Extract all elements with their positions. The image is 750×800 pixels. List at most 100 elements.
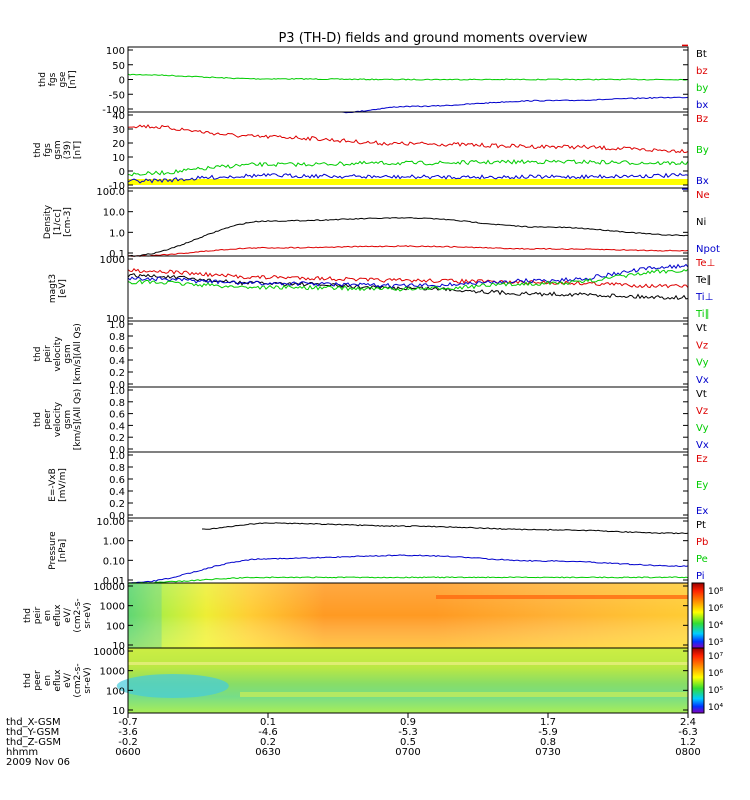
y-tick-label: 0.8 — [109, 398, 125, 409]
y-axis-label-line: [mV/m] — [58, 468, 68, 502]
y-tick-label: 10 — [112, 641, 125, 652]
panel-temperature: 1000 100 magt3 [eV] Te⊥ Te∥ Ti⊥ Ti∥ — [48, 255, 715, 325]
y-axis-label-line: thd — [23, 673, 33, 688]
y-axis-label-line: eV/ — [63, 607, 73, 623]
legend-Bx: Bx — [696, 176, 709, 187]
y-tick-label: 0.6 — [109, 344, 125, 355]
panel-ion-spectrogram: 10000 1000 100 10 thd peir en eflux eV/(cm2-s-sr… — [23, 582, 723, 652]
y-axis-label-line: en — [43, 675, 53, 686]
series-Ti∥ — [127, 268, 689, 292]
panel-electron-spectrogram: 10000 1000 100 10 thd peer en eflux eV/(cm2-s-sr… — [23, 647, 723, 717]
series-Ti⊥ — [127, 263, 689, 289]
legend-Pb: Pb — [696, 537, 708, 548]
legend-Vy: Vy — [696, 358, 709, 369]
y-axis-label-line: [1/cc] — [53, 209, 63, 235]
legend-Ne: Ne — [696, 190, 710, 201]
y-axis-label: thd peer velocity gsm [km/s](All Qs) — [33, 389, 83, 451]
y-tick-label: 10000 — [93, 647, 125, 658]
y-axis-label-line: (cm2-s- — [73, 663, 83, 697]
y-tick-label: 1000 — [100, 667, 125, 678]
panel-frame — [127, 187, 689, 257]
y-tick-label: -100 — [102, 105, 125, 116]
panel-fgs-gsm: 40 30 20 10 0 -10 thd fgs gsm (39) [nT] Bz By Bx — [33, 111, 709, 192]
y-axis-label-line: gsm — [53, 140, 63, 159]
y-axis-label: magt3 [eV] — [48, 274, 68, 303]
y-tick-label: 0 — [119, 76, 125, 87]
y-axis-label-line: fgs — [48, 72, 58, 86]
series-Ne — [127, 245, 689, 257]
ion-spectrogram-band — [436, 595, 688, 599]
y-tick-label: 100 — [106, 314, 125, 325]
y-axis-label-line: [nT] — [73, 141, 83, 159]
y-tick-label: 0.0 — [109, 445, 125, 456]
y-tick-label: 10 — [112, 153, 125, 164]
panel-pressure: 10.00 1.00 0.10 0.01 Pressure [nPa] Pt Pb Pe Pi — [48, 517, 708, 587]
series-Bx — [127, 172, 689, 184]
x-row-label: thd_Y-GSM — [6, 727, 59, 738]
x-tick-value: -3.6 — [118, 727, 138, 738]
colorbar — [691, 647, 705, 714]
y-axis-label-line: Density — [43, 204, 53, 239]
y-axis-label-line: (cm2-s- — [73, 598, 83, 632]
colorbar — [691, 582, 705, 649]
electron-spectrogram-band-low — [240, 692, 688, 697]
legend-Te⊥: Te⊥ — [695, 258, 715, 269]
y-axis-label: thd peir en eflux eV/(cm2-s-sr-eV) — [23, 598, 93, 632]
y-tick-label: 50 — [112, 61, 125, 72]
y-tick-label: 1000 — [100, 602, 125, 613]
panel-frame — [127, 517, 689, 584]
y-tick-label: 10 — [112, 706, 125, 717]
y-tick-label: 100.0 — [96, 187, 125, 198]
panel-density: 100.0 10.0 1.0 0.1 Density [1/cc] [cm-3] Ne Ni Np… — [43, 187, 720, 260]
y-axis-label: Density [1/cc] [cm-3] — [43, 204, 73, 239]
x-row-label: 2009 Nov 06 — [6, 757, 70, 768]
series-by — [127, 73, 689, 81]
y-axis-label-line: [km/s](All Qs) — [73, 389, 83, 451]
y-axis-label-line: [nT] — [68, 70, 78, 88]
series-Bz — [127, 124, 689, 154]
legend-Pi: Pi — [696, 571, 705, 582]
series-Te⊥ — [127, 268, 689, 289]
y-tick-label: 1.0 — [109, 386, 125, 397]
x-tick-value: -6.3 — [678, 727, 698, 738]
colorbar-label: 10³ — [708, 638, 723, 648]
y-axis-label: Pressure [nPa] — [48, 531, 68, 570]
y-tick-label: 30 — [112, 125, 125, 136]
x-tick-value: 0600 — [115, 747, 140, 758]
x-tick-value: 0630 — [255, 747, 280, 758]
y-tick-label: 100 — [106, 621, 125, 632]
legend-Ti∥: Ti∥ — [695, 309, 710, 320]
legend-bz: bz — [696, 66, 708, 77]
x-tick-value: 0730 — [535, 747, 560, 758]
legend-Vy: Vy — [696, 423, 709, 434]
x-row-label: thd_Z-GSM — [6, 737, 61, 748]
x-tick-value: 1.7 — [540, 717, 556, 728]
legend-Vx: Vx — [696, 375, 709, 386]
y-axis-label: thd fgs gse [nT] — [38, 70, 78, 88]
y-tick-label: 10000 — [93, 582, 125, 593]
y-tick-label: 0.0 — [109, 511, 125, 522]
y-axis-label-line: peer — [43, 409, 53, 430]
legend-bx: bx — [696, 100, 708, 111]
legend-Bt: Bt — [696, 49, 707, 60]
y-tick-label: 100 — [106, 686, 125, 697]
y-axis-label-line: [eV] — [58, 279, 68, 298]
x-tick-value: 0800 — [675, 747, 700, 758]
colorbar-label: 10⁶ — [708, 669, 723, 679]
x-tick-value: -0.2 — [118, 737, 138, 748]
plot-title: P3 (TH-D) fields and ground moments over… — [278, 31, 587, 46]
ion-spectrogram-edge — [128, 583, 162, 648]
y-axis-label-line: peir — [43, 345, 53, 363]
y-axis-label-line: velocity — [53, 336, 63, 372]
y-tick-label: 0.6 — [109, 410, 125, 421]
legend-Ni: Ni — [696, 217, 706, 228]
y-axis-label-line: [nPa] — [58, 539, 68, 562]
legend-Npot: Npot — [696, 244, 720, 255]
colorbar-label: 10⁶ — [708, 604, 723, 614]
y-tick-label: 0.2 — [109, 433, 125, 444]
y-axis-label-line: thd — [33, 143, 43, 158]
